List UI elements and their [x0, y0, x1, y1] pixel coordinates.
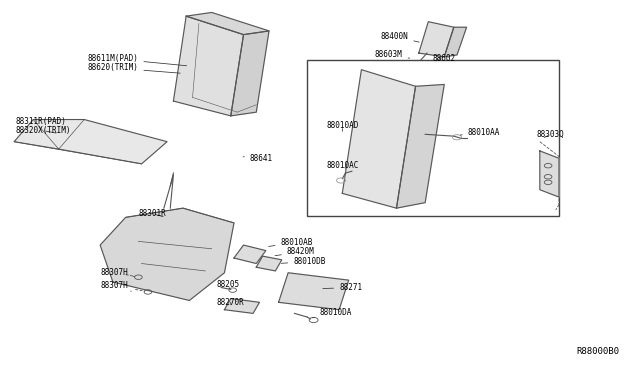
Text: 88307H: 88307H [100, 281, 131, 291]
Text: 88303Q: 88303Q [537, 130, 564, 139]
Text: 88420M: 88420M [275, 247, 315, 256]
Text: 88205: 88205 [217, 280, 240, 289]
Polygon shape [14, 119, 167, 164]
Text: R88000B0: R88000B0 [577, 347, 620, 356]
Polygon shape [342, 70, 415, 208]
Text: 88311R(PAD): 88311R(PAD) [15, 117, 67, 129]
Text: 88611M(PAD): 88611M(PAD) [88, 54, 187, 66]
Text: 88320X(TRIM): 88320X(TRIM) [15, 126, 71, 135]
Text: 88620(TRIM): 88620(TRIM) [88, 63, 180, 73]
Polygon shape [444, 27, 467, 57]
Bar [307, 61, 559, 215]
Text: 88010DB: 88010DB [282, 257, 326, 266]
Text: 88010AB: 88010AB [269, 238, 313, 247]
Polygon shape [225, 299, 259, 313]
Text: 88307H: 88307H [100, 268, 134, 277]
Polygon shape [256, 256, 282, 271]
Polygon shape [231, 31, 269, 116]
Text: 88010AD: 88010AD [326, 121, 359, 131]
Text: 88010AA: 88010AA [460, 128, 500, 137]
Polygon shape [173, 16, 244, 116]
Text: 88400N: 88400N [381, 32, 419, 42]
Polygon shape [234, 245, 266, 263]
Polygon shape [100, 208, 234, 301]
Polygon shape [278, 273, 349, 310]
Text: 88010DA: 88010DA [312, 308, 353, 318]
Polygon shape [419, 22, 454, 57]
Polygon shape [396, 84, 444, 208]
Text: 88270R: 88270R [217, 298, 244, 307]
Text: 88271: 88271 [323, 283, 362, 292]
Polygon shape [186, 13, 269, 35]
Text: 88641: 88641 [243, 154, 273, 163]
Polygon shape [540, 151, 559, 197]
Text: 88603M: 88603M [375, 51, 410, 60]
Text: 88301R: 88301R [138, 209, 166, 218]
Text: 88010AC: 88010AC [326, 161, 359, 170]
Text: 88602: 88602 [432, 54, 455, 63]
